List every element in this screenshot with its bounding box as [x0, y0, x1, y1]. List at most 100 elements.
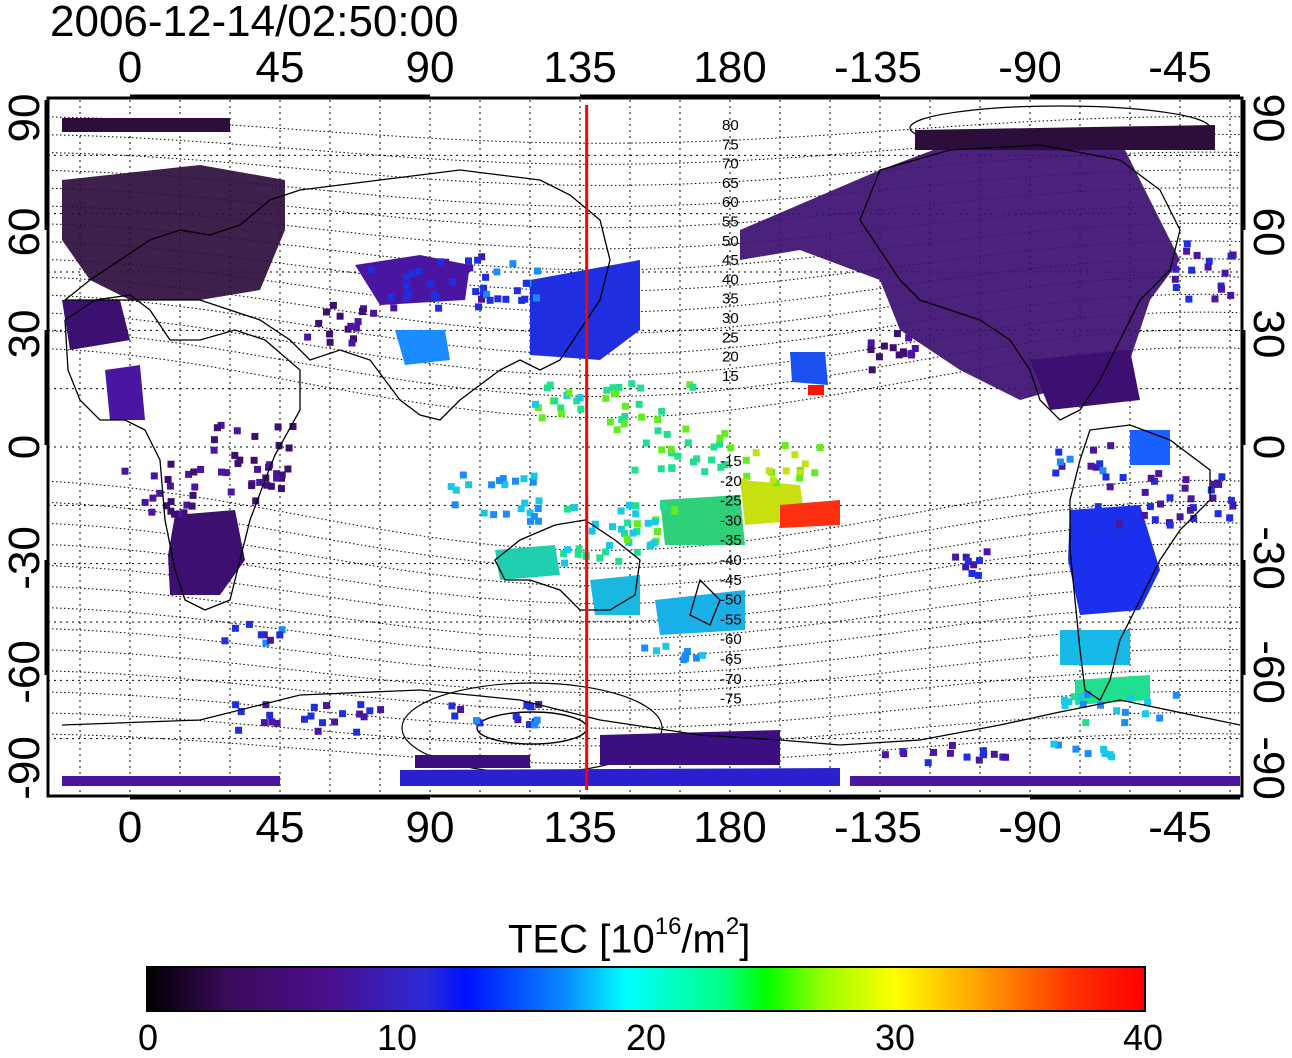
mlat-label: 60: [722, 194, 739, 211]
tec-dot: [1156, 714, 1164, 722]
tec-dot: [1097, 701, 1104, 709]
tec-patch: [790, 352, 828, 385]
tec-dot: [948, 742, 956, 749]
tec-dot: [482, 273, 490, 281]
tec-dot: [1181, 484, 1189, 492]
mlat-label: 75: [722, 136, 739, 153]
mlat-contour: [47, 151, 1241, 186]
colorbar-title-suffix: ]: [739, 917, 751, 962]
tec-dot: [654, 427, 662, 435]
tec-dot: [289, 423, 297, 430]
tec-dot: [532, 400, 539, 408]
tec-dot: [642, 439, 650, 447]
tec-dot: [447, 483, 455, 491]
tec-patch: [355, 255, 470, 305]
tec-dot: [1142, 710, 1149, 718]
tec-dot: [680, 656, 688, 664]
tec-dot: [964, 558, 972, 565]
tec-dot: [968, 570, 976, 577]
tec-dot: [163, 502, 171, 510]
tec-dot: [490, 511, 498, 519]
colorbar-tick: 30: [874, 1017, 916, 1058]
tec-dot: [210, 436, 218, 444]
tec-dot: [329, 301, 337, 309]
tec-dot: [275, 441, 283, 449]
tec-dot: [644, 519, 652, 527]
tec-dot: [603, 386, 611, 394]
tec-dot: [867, 339, 875, 347]
africa-coast: [64, 294, 301, 611]
tec-dot: [650, 539, 658, 547]
tec-dot: [1101, 750, 1109, 757]
tec-patch: [62, 300, 130, 350]
tec-dot: [1188, 266, 1196, 274]
tec-dot: [1102, 473, 1110, 481]
tec-dot: [1079, 701, 1087, 708]
tec-dot: [530, 512, 538, 520]
tec-patch: [415, 755, 530, 768]
tec-dot: [1112, 525, 1119, 533]
lon-tick-bottom: 180: [693, 803, 767, 852]
tec-dot: [150, 472, 158, 480]
tec-dot: [1151, 516, 1159, 524]
tec-dot: [274, 423, 282, 431]
tec-dot: [671, 506, 679, 514]
tec-dot: [632, 510, 640, 518]
tec-dot: [1172, 284, 1180, 291]
tec-dot: [565, 389, 573, 397]
tec-dot: [262, 639, 270, 647]
mlat-contour: [47, 329, 1241, 398]
tec-dot: [557, 404, 565, 412]
tec-dot: [480, 509, 488, 517]
tec-patch-arctic: [62, 118, 230, 132]
tec-dot: [254, 465, 261, 473]
tec-dot: [534, 517, 542, 525]
tec-dot: [1121, 708, 1129, 716]
tec-dot: [474, 256, 482, 264]
tec-dot: [366, 707, 374, 715]
tec-dot: [512, 712, 520, 720]
tec-dot: [653, 647, 660, 655]
tec-dot: [1106, 751, 1114, 759]
mlat-contour: [47, 690, 1241, 729]
tec-dot: [533, 716, 541, 724]
tec-dot: [796, 469, 804, 477]
tec-dot: [319, 719, 326, 727]
tec-dot: [1141, 488, 1149, 496]
tec-dot: [473, 717, 480, 725]
tec-dot: [654, 416, 662, 424]
tec-dot: [451, 712, 459, 720]
south-america-coast: [1069, 424, 1211, 701]
tec-dot: [716, 434, 724, 442]
tec-dot: [367, 266, 375, 274]
tec-dot: [983, 548, 991, 556]
tec-dot: [1183, 247, 1191, 255]
tec-dot: [924, 759, 932, 767]
tec-dot: [606, 418, 614, 426]
mlat-label: -55: [720, 611, 742, 628]
tec-dot: [360, 713, 368, 721]
tec-dot: [557, 409, 565, 417]
tec-dot: [1229, 251, 1237, 259]
tec-dot: [526, 509, 534, 517]
tec-dot: [509, 260, 517, 268]
tec-dot: [659, 502, 667, 510]
tec-dot: [457, 706, 465, 713]
tec-dot: [637, 384, 645, 392]
tec-dot: [1056, 458, 1064, 466]
tec-dot: [263, 481, 271, 489]
tec-patch: [655, 590, 745, 635]
tec-dot: [435, 304, 443, 312]
tec-dot: [1221, 269, 1229, 277]
tec-dot: [1166, 494, 1174, 502]
tec-dot: [268, 718, 276, 726]
tec-dot: [502, 510, 510, 518]
tec-dot: [658, 446, 666, 454]
tec-dot: [699, 651, 707, 659]
tec-dot: [527, 703, 535, 711]
tec-dot: [654, 528, 661, 535]
tec-dot: [180, 509, 188, 517]
lon-tick-bottom: 135: [543, 803, 617, 852]
tec-dot: [900, 350, 908, 358]
tec-dot: [370, 309, 378, 317]
